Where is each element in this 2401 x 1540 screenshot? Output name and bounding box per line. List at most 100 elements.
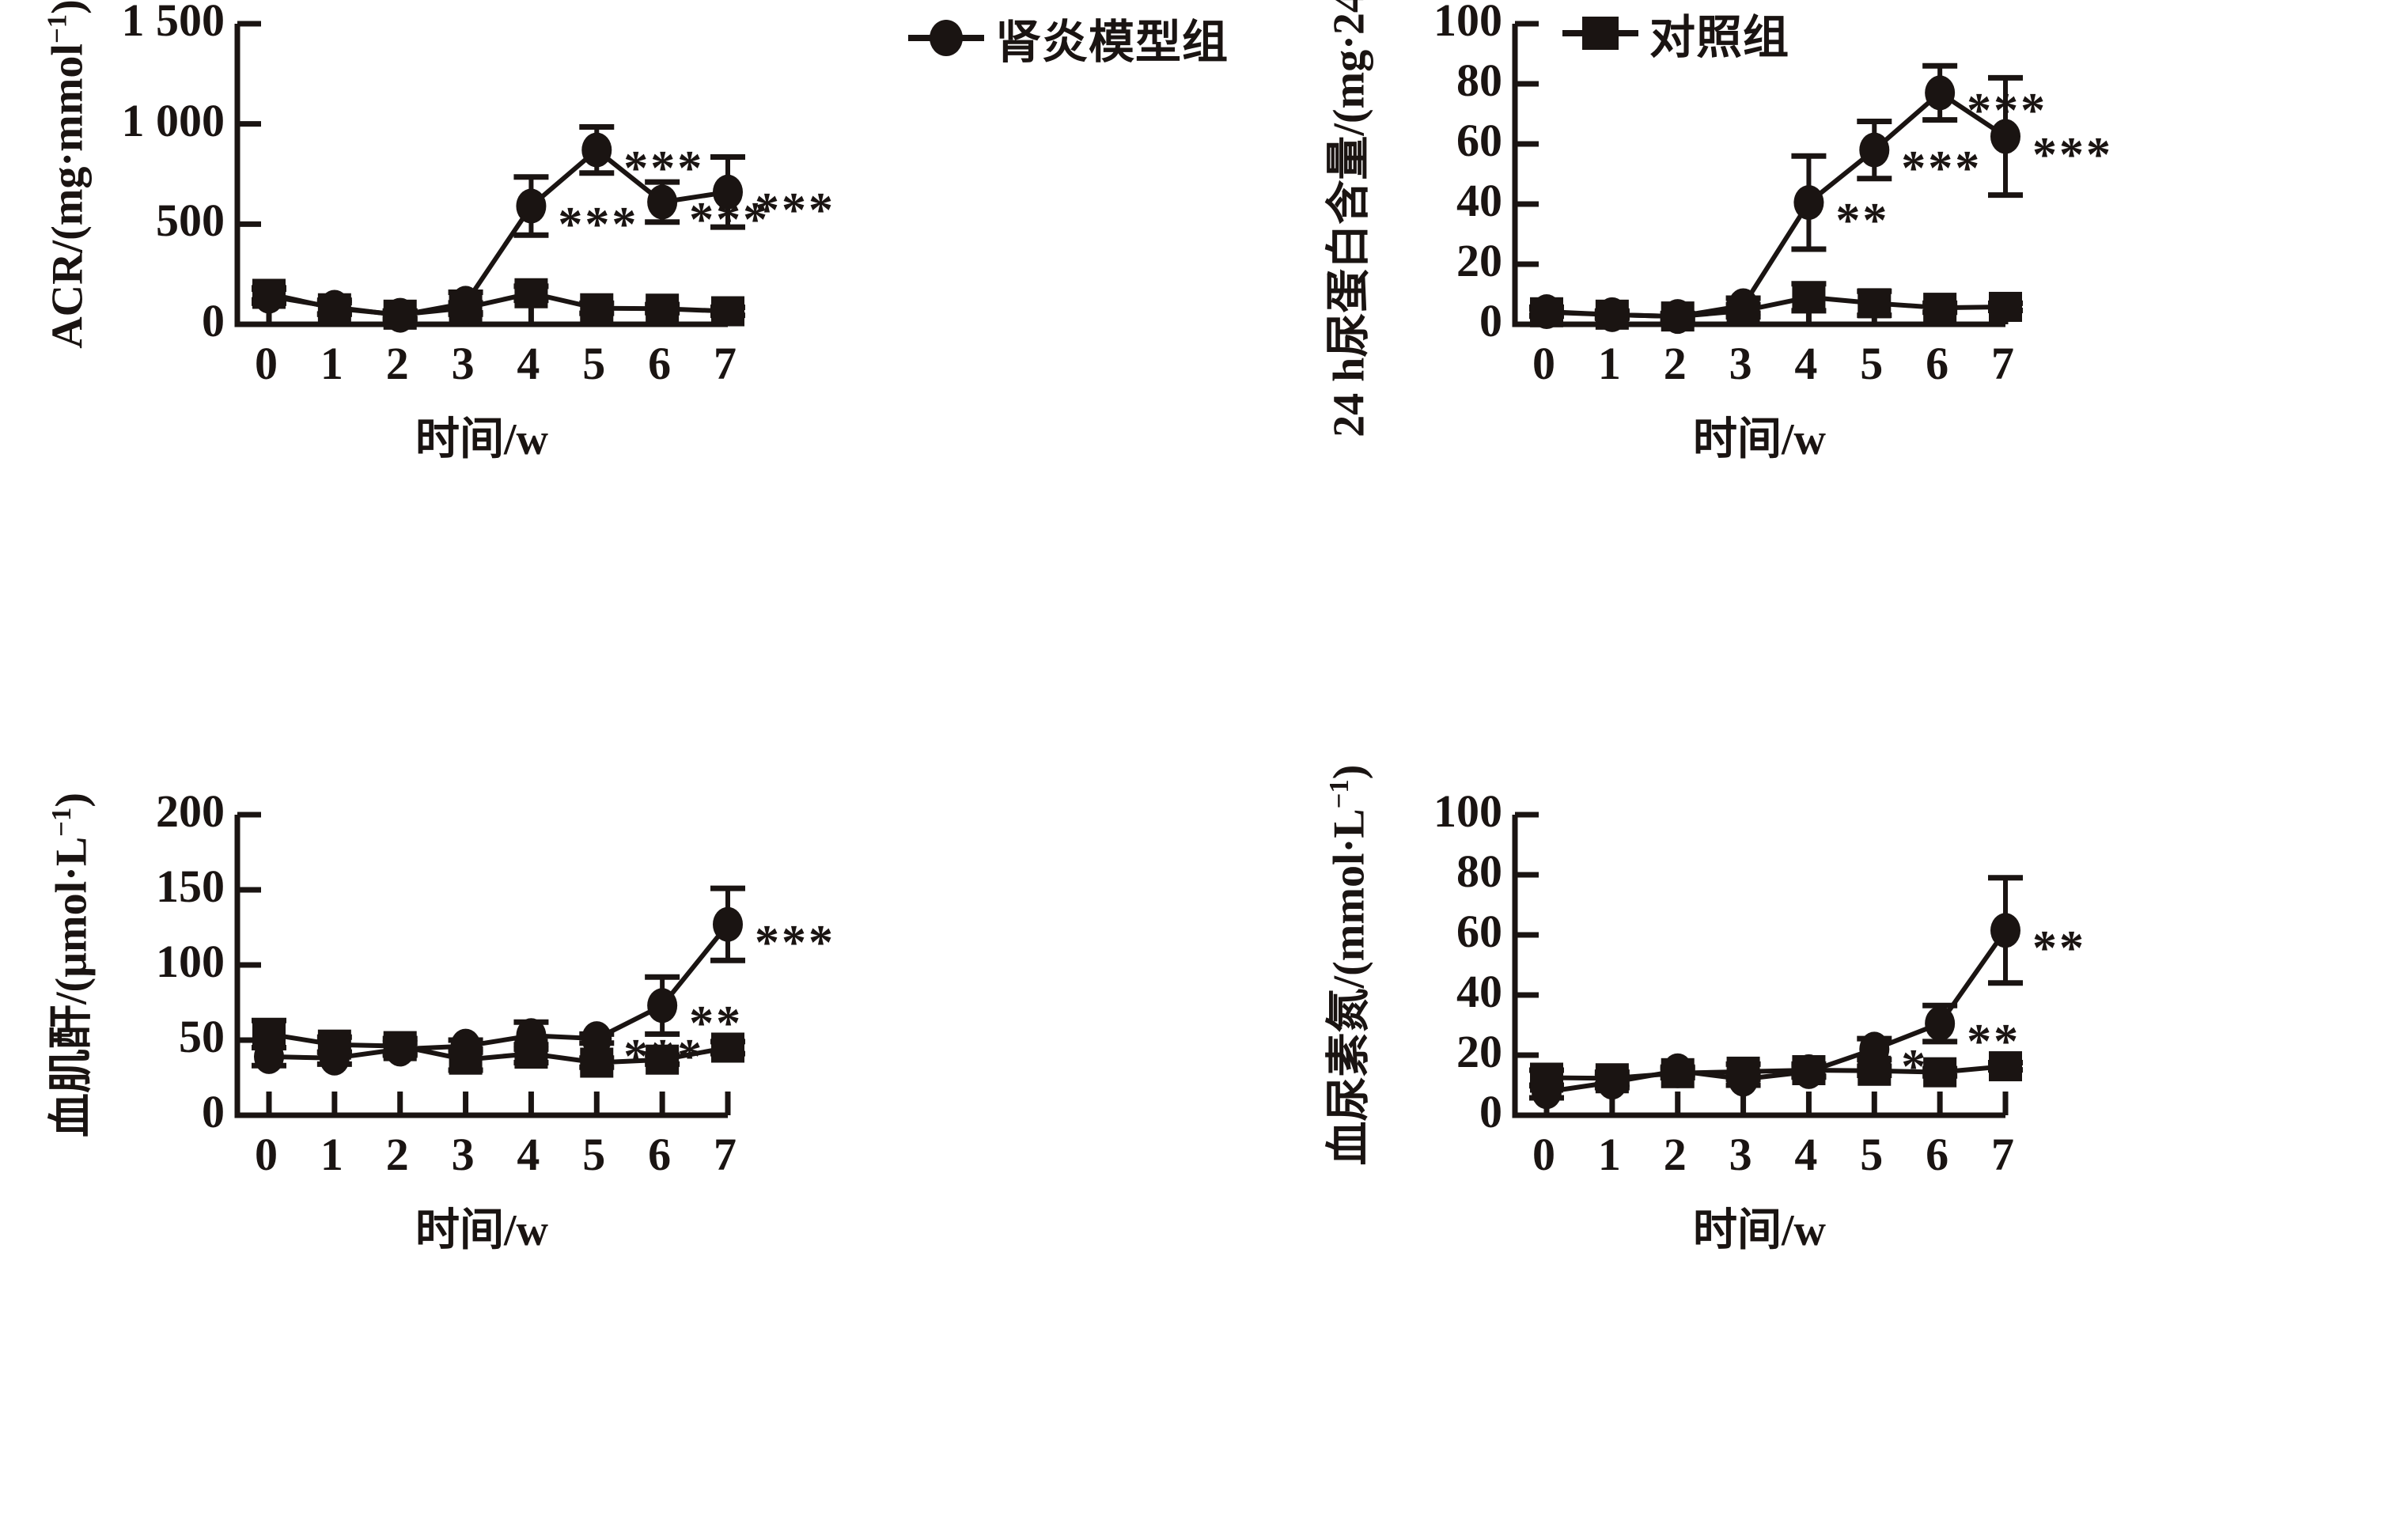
x-tick-label: 6 <box>1926 1129 1949 1180</box>
data-point-circle <box>1925 75 1956 111</box>
x-tick-label: 4 <box>1794 1129 1818 1180</box>
data-point-square <box>1792 1055 1826 1085</box>
x-tick-label: 2 <box>1663 338 1687 389</box>
data-point-square <box>1661 301 1695 332</box>
data-point-square <box>646 1044 680 1075</box>
x-tick-label: 1 <box>1597 338 1621 389</box>
legend-label-control-group: 对照组 <box>1649 12 1790 63</box>
legend-item-model-group: 肾炎模型组 <box>908 5 1229 71</box>
y-axis-label: 血尿素氮/(mmol·L−1) <box>1323 764 1374 1166</box>
significance-marker: *** <box>755 915 835 970</box>
data-point-square <box>1923 1057 1957 1088</box>
data-point-square <box>514 1039 548 1069</box>
x-tick-label: 3 <box>451 1129 475 1180</box>
y-tick-label: 0 <box>1479 295 1502 346</box>
x-axis-label: 时间/w <box>1693 415 1826 464</box>
x-tick-label: 5 <box>1860 1129 1884 1180</box>
circle-marker-icon <box>930 20 963 56</box>
y-tick-label: 100 <box>1433 785 1502 837</box>
data-point-square <box>1661 1058 1695 1088</box>
data-point-circle <box>1990 119 2020 154</box>
x-axis-label: 时间/w <box>415 1206 548 1255</box>
data-point-square <box>1595 1063 1629 1094</box>
y-tick-label: 200 <box>156 785 225 837</box>
x-tick-label: 6 <box>1926 338 1949 389</box>
legend-label-model-group: 肾炎模型组 <box>995 17 1229 68</box>
x-tick-label: 7 <box>1991 1129 2014 1180</box>
data-point-square <box>711 296 744 327</box>
data-point-square <box>317 1029 351 1060</box>
x-axis-label: 时间/w <box>1693 1206 1826 1255</box>
y-tick-label: 0 <box>202 1086 225 1137</box>
x-tick-label: 6 <box>648 1129 672 1180</box>
y-tick-label: 40 <box>1456 966 1502 1017</box>
data-point-circle <box>1793 185 1824 221</box>
figure-legend: 肾炎模型组 对照组 <box>0 0 2401 68</box>
y-tick-label: 0 <box>202 295 225 346</box>
data-point-square <box>1726 1056 1760 1087</box>
data-point-square <box>711 1032 744 1063</box>
x-tick-label: 2 <box>1663 1129 1687 1180</box>
data-point-square <box>383 299 417 330</box>
data-point-circle <box>581 132 612 168</box>
x-tick-label: 0 <box>1532 338 1555 389</box>
data-point-square <box>580 293 614 324</box>
y-tick-label: 50 <box>179 1011 225 1062</box>
data-point-square <box>252 1019 286 1050</box>
x-tick-label: 7 <box>714 1129 737 1180</box>
y-tick-label: 60 <box>1456 906 1502 957</box>
y-tick-label: 150 <box>156 861 225 912</box>
x-tick-label: 7 <box>714 338 737 389</box>
data-point-square <box>580 1047 614 1078</box>
y-tick-label: 1 500 <box>121 0 225 46</box>
data-point-circle <box>581 1021 612 1057</box>
data-point-circle <box>516 188 547 224</box>
x-axis-label: 时间/w <box>415 415 548 464</box>
data-point-square <box>252 278 286 309</box>
x-tick-label: 5 <box>582 338 606 389</box>
x-tick-label: 0 <box>255 338 278 389</box>
data-point-square <box>1726 295 1760 326</box>
data-point-square <box>1989 291 2022 322</box>
significance-marker: ** <box>1835 194 1890 248</box>
significance-marker: * <box>1901 1040 1929 1095</box>
data-point-square <box>449 1044 483 1075</box>
y-tick-label: 1 000 <box>121 94 225 146</box>
x-tick-label: 7 <box>1991 338 2014 389</box>
data-point-circle <box>1925 1006 1956 1042</box>
y-tick-label: 60 <box>1456 115 1502 166</box>
data-point-circle <box>1859 132 1890 168</box>
y-tick-label: 40 <box>1456 175 1502 226</box>
x-tick-label: 1 <box>320 338 343 389</box>
x-tick-label: 1 <box>1597 1129 1621 1180</box>
y-tick-label: 20 <box>1456 235 1502 286</box>
significance-marker: *** <box>2032 127 2113 182</box>
x-tick-label: 4 <box>1794 338 1818 389</box>
x-tick-label: 6 <box>648 338 672 389</box>
x-tick-label: 4 <box>517 1129 540 1180</box>
data-point-circle <box>647 184 678 220</box>
x-tick-label: 3 <box>1729 338 1752 389</box>
data-point-square <box>646 293 680 324</box>
data-point-square <box>1923 293 1957 324</box>
legend-line-circle <box>908 20 984 56</box>
significance-marker: *** <box>755 183 835 237</box>
data-point-square <box>317 293 351 324</box>
data-point-square <box>1792 282 1826 312</box>
legend-item-control-group: 对照组 <box>1562 0 1789 66</box>
data-point-square <box>1530 1062 1563 1093</box>
data-point-square <box>1858 1055 1892 1086</box>
data-point-square <box>514 278 548 308</box>
data-point-square <box>1989 1051 2022 1082</box>
data-point-square <box>1530 297 1563 327</box>
x-tick-label: 2 <box>385 338 409 389</box>
x-tick-label: 3 <box>451 338 475 389</box>
